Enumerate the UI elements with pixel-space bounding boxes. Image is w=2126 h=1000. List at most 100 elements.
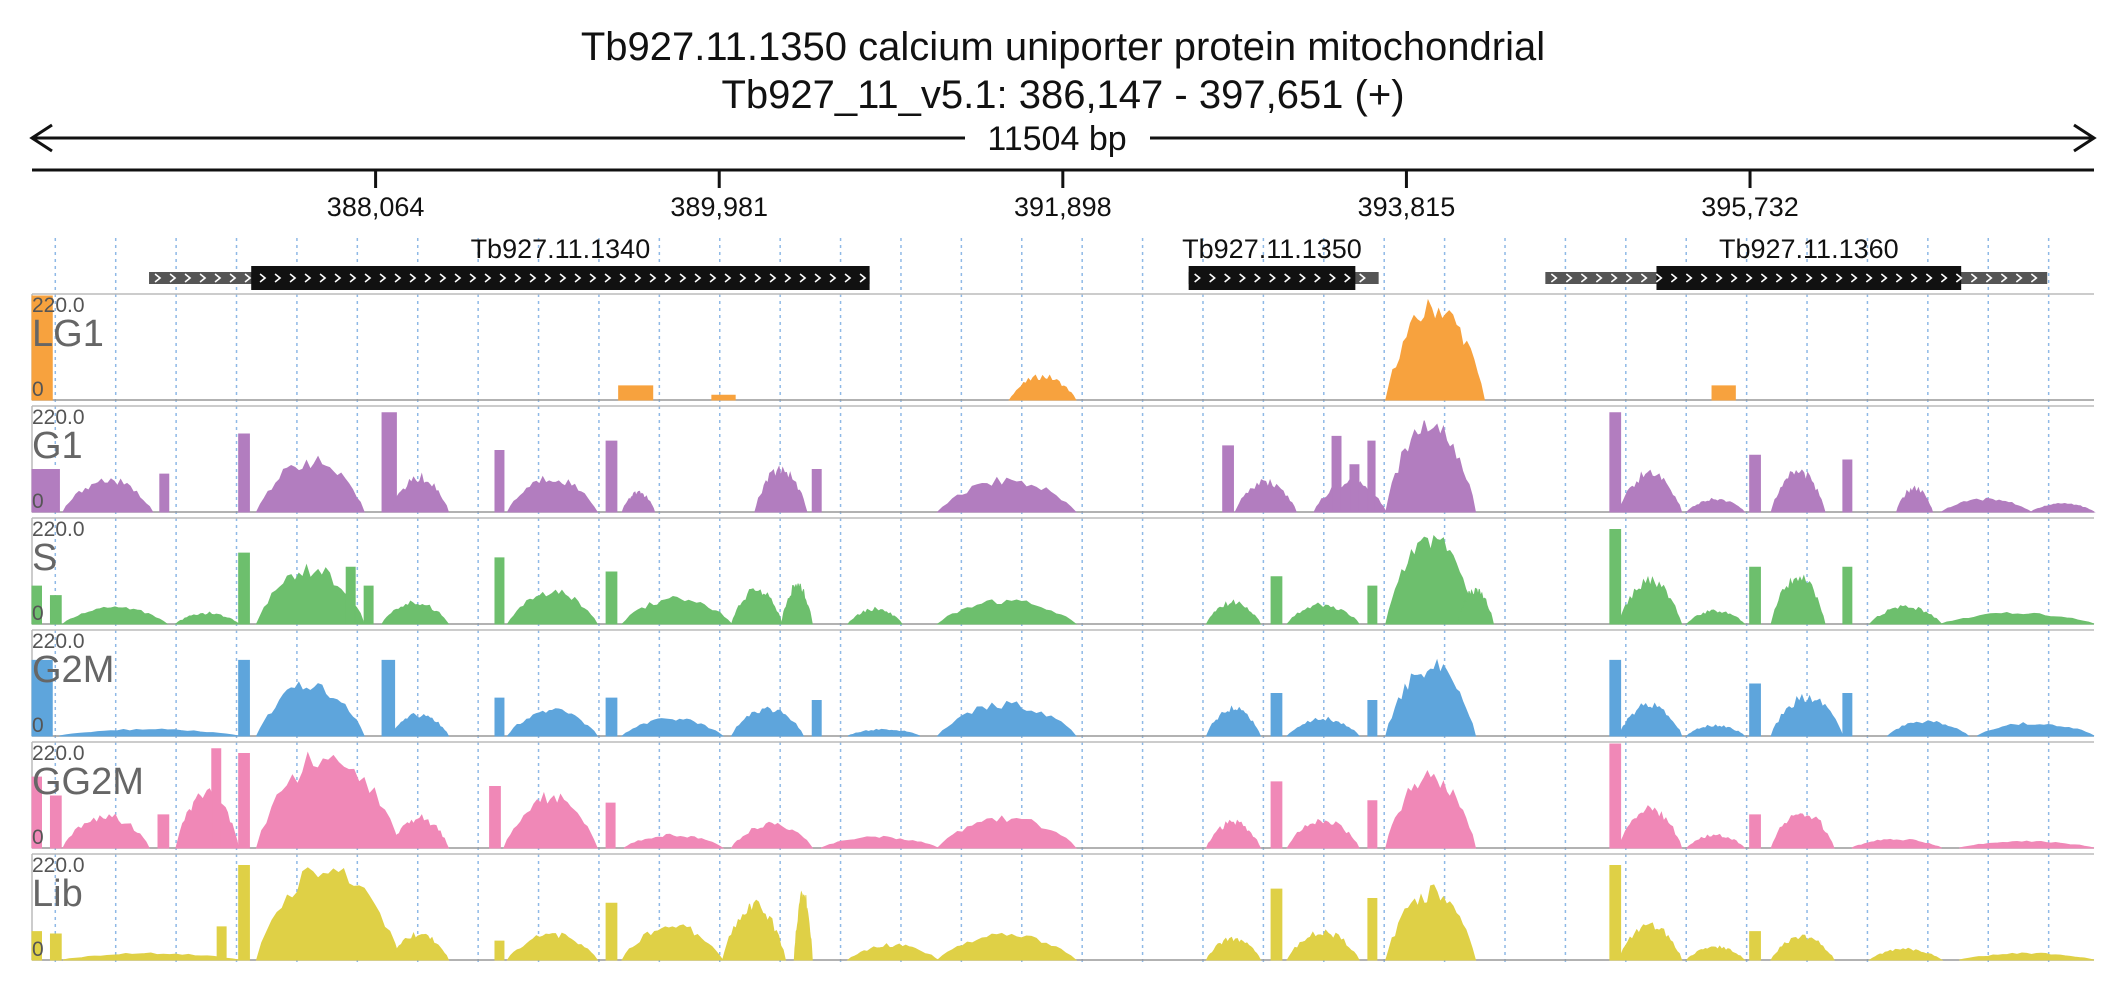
coverage-peak bbox=[1851, 838, 1942, 849]
coverage-peak bbox=[31, 931, 42, 961]
coverage-peak bbox=[255, 681, 365, 737]
coverage-peak bbox=[1685, 833, 1746, 849]
strand-arrow bbox=[409, 273, 417, 283]
coverage-peak bbox=[605, 902, 618, 961]
coverage-peak bbox=[1385, 298, 1486, 401]
strand-arrow bbox=[1865, 273, 1873, 283]
strand-arrow bbox=[1595, 273, 1603, 283]
coverage-peak bbox=[1868, 947, 1944, 961]
coverage-peak bbox=[1977, 722, 2095, 737]
track-name: GG2M bbox=[32, 761, 144, 803]
coverage-peak bbox=[1959, 952, 2095, 961]
span-arrow-right bbox=[2073, 123, 2097, 153]
strand-arrow bbox=[1359, 273, 1366, 283]
coverage-peak bbox=[605, 571, 618, 625]
strand-arrow bbox=[1955, 273, 1963, 283]
gene-track: Tb927.11.1340 Tb927.11.1350 Tb927.11.1360 bbox=[149, 234, 2048, 290]
strand-arrow bbox=[1299, 273, 1306, 283]
coverage-peak bbox=[1711, 385, 1736, 401]
strand-arrow bbox=[799, 273, 807, 283]
coverage-peak bbox=[781, 583, 813, 625]
coverage-peak bbox=[49, 595, 62, 625]
coverage-peak bbox=[1331, 435, 1342, 513]
span-arrow-left bbox=[29, 123, 53, 153]
strand-arrow bbox=[304, 273, 312, 283]
coverage-peak bbox=[1385, 535, 1477, 625]
coverage-peak bbox=[1286, 818, 1360, 849]
coverage-peak bbox=[1205, 705, 1262, 737]
strand-arrow bbox=[604, 273, 612, 283]
strand-arrow bbox=[274, 273, 282, 283]
strand-arrow bbox=[679, 273, 687, 283]
coverage-peak bbox=[1367, 440, 1376, 513]
coverage-peak bbox=[754, 465, 808, 513]
coverage-peak bbox=[1205, 599, 1262, 625]
coverage-peak bbox=[494, 697, 505, 737]
coverage-peak bbox=[1618, 469, 1683, 513]
coverage-peak bbox=[1941, 612, 2095, 625]
strand-arrow bbox=[259, 273, 267, 283]
coverage-peak bbox=[605, 802, 616, 849]
strand-arrow bbox=[1700, 273, 1708, 283]
coverage-peak bbox=[62, 478, 154, 513]
x-axis-ticks: 388,064 389,981 391,898 393,815 395,732 bbox=[327, 170, 1799, 222]
coverage-peak bbox=[605, 697, 618, 737]
coverage-peak bbox=[1286, 602, 1360, 625]
coverage-peak bbox=[936, 700, 1077, 737]
coverage-peak bbox=[31, 776, 42, 849]
strand-arrow bbox=[1805, 273, 1813, 283]
coverage-peak bbox=[936, 815, 1077, 849]
track-min-label: 0 bbox=[32, 826, 44, 849]
chart-title: Tb927.11.1350 calcium uniporter protein … bbox=[581, 25, 1545, 69]
strand-arrow bbox=[754, 273, 762, 283]
coverage-peak bbox=[381, 659, 396, 737]
strand-arrow bbox=[364, 273, 372, 283]
strand-arrow bbox=[559, 273, 567, 283]
strand-arrow bbox=[1580, 273, 1588, 283]
strand-arrow bbox=[244, 273, 252, 283]
coverage-track: 220.0 0 Lib bbox=[31, 853, 2095, 961]
coverage-peak bbox=[31, 295, 53, 401]
coverage-peak bbox=[1749, 566, 1761, 625]
coverage-peak bbox=[811, 700, 822, 737]
track-min-label: 0 bbox=[32, 938, 44, 961]
coverage-peak bbox=[936, 932, 1078, 961]
strand-arrow bbox=[784, 273, 792, 283]
track-min-label: 0 bbox=[32, 378, 44, 401]
strand-arrow bbox=[694, 273, 702, 283]
coverage-peak bbox=[1842, 692, 1853, 737]
strand-arrow bbox=[1640, 273, 1648, 283]
strand-arrow bbox=[1985, 273, 1993, 283]
strand-arrow bbox=[1685, 273, 1693, 283]
coverage-peak bbox=[506, 589, 599, 625]
track-name: Lib bbox=[32, 873, 83, 915]
coverage-peak bbox=[174, 611, 241, 625]
strand-arrow bbox=[334, 273, 342, 283]
coverage-peak bbox=[1749, 454, 1761, 513]
track-min-label: 0 bbox=[32, 602, 44, 625]
x-tick-label: 389,981 bbox=[670, 192, 768, 222]
coverage-peak bbox=[1367, 700, 1378, 737]
gene: Tb927.11.1360 bbox=[1545, 234, 2048, 290]
coverage-peak bbox=[623, 833, 725, 849]
coverage-peak bbox=[1349, 464, 1360, 513]
track-max-label: 220.0 bbox=[32, 406, 85, 429]
strand-arrow bbox=[769, 273, 777, 283]
track-name: G1 bbox=[32, 425, 83, 467]
strand-arrow bbox=[574, 273, 582, 283]
coverage-peak bbox=[1270, 576, 1283, 625]
coverage-peak bbox=[238, 552, 250, 625]
coverage-track: 220.0 0 G2M bbox=[31, 629, 2095, 737]
strand-arrow bbox=[859, 273, 867, 283]
coverage-peak bbox=[1367, 800, 1378, 849]
strand-arrow bbox=[1194, 273, 1201, 283]
coverage-peak bbox=[31, 585, 42, 625]
coverage-peak bbox=[1749, 931, 1761, 961]
strand-arrow bbox=[1820, 273, 1828, 283]
coverage-peak bbox=[1770, 574, 1826, 625]
strand-arrow bbox=[1895, 273, 1903, 283]
coverage-peak bbox=[390, 931, 450, 961]
span-label: 11504 bp bbox=[987, 120, 1126, 158]
strand-arrow bbox=[484, 273, 492, 283]
coverage-peak bbox=[31, 468, 60, 513]
